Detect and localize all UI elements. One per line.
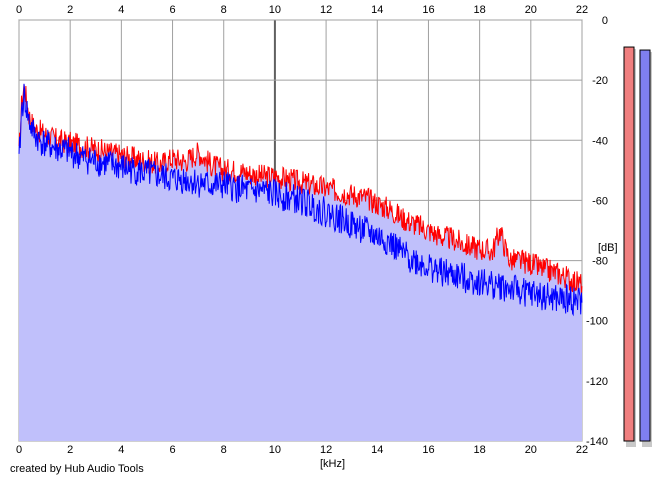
level-meter-1 [639, 49, 651, 442]
x-tick-top-5: 10 [269, 4, 281, 16]
x-tick-top-10: 20 [525, 4, 537, 16]
x-tick-bottom-0: 0 [16, 444, 22, 456]
x-tick-bottom-4: 8 [221, 444, 227, 456]
credit-text: created by Hub Audio Tools [10, 463, 144, 475]
y-tick-3: -60 [592, 195, 608, 207]
spectrum-fill-area [19, 83, 582, 442]
x-tick-bottom-6: 12 [320, 444, 332, 456]
x-tick-bottom-2: 4 [118, 444, 124, 456]
x-tick-top-8: 16 [422, 4, 434, 16]
level-meter-0 [623, 46, 635, 442]
x-tick-bottom-11: 22 [576, 444, 588, 456]
y-tick-0: 0 [602, 15, 608, 27]
x-tick-bottom-10: 20 [525, 444, 537, 456]
y-tick-2: -40 [592, 135, 608, 147]
x-tick-top-7: 14 [371, 4, 383, 16]
x-tick-top-6: 12 [320, 4, 332, 16]
x-tick-top-9: 18 [474, 4, 486, 16]
x-tick-bottom-3: 6 [169, 444, 175, 456]
x-tick-top-11: 22 [576, 4, 588, 16]
x-tick-top-0: 0 [16, 4, 22, 16]
x-tick-top-1: 2 [67, 4, 73, 16]
x-axis-label: [kHz] [320, 458, 345, 470]
y-tick-4: -80 [592, 256, 608, 268]
series-blue-line [18, 83, 583, 317]
level-meters [623, 46, 652, 448]
y-tick-5: -100 [586, 316, 608, 328]
x-tick-top-3: 6 [169, 4, 175, 16]
y-tick-7: -140 [586, 436, 608, 448]
x-tick-bottom-5: 10 [269, 444, 281, 456]
y-tick-1: -20 [592, 75, 608, 87]
y-tick-labels: 0 -20 -40 -60 -80 -100 -120 -140 [586, 15, 608, 448]
x-tick-bottom-9: 18 [474, 444, 486, 456]
y-axis-label: [dB] [598, 242, 618, 254]
x-tick-top-4: 8 [221, 4, 227, 16]
x-tick-top-2: 4 [118, 4, 124, 16]
x-tick-bottom-7: 14 [371, 444, 383, 456]
x-tick-bottom-1: 2 [67, 444, 73, 456]
y-tick-6: -120 [586, 376, 608, 388]
x-tick-bottom-8: 16 [422, 444, 434, 456]
